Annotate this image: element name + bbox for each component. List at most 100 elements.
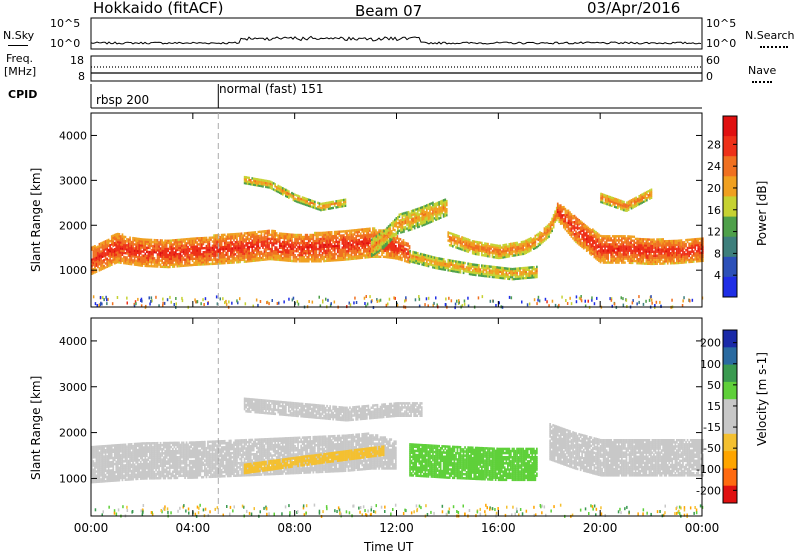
heatmap-cell <box>432 260 434 263</box>
heatmap-cell <box>252 231 255 234</box>
heatmap-cell <box>673 251 675 255</box>
heatmap-cell <box>251 233 254 236</box>
heatmap-cell <box>409 250 411 253</box>
heatmap-cell <box>213 250 215 253</box>
heatmap-cell <box>164 243 166 246</box>
heatmap-cell <box>243 250 246 253</box>
heatmap-cell <box>252 253 255 256</box>
heatmap-cell <box>461 244 463 247</box>
heatmap-cell <box>201 261 203 264</box>
heatmap-cell <box>665 246 667 249</box>
heatmap-cell <box>369 229 371 232</box>
heatmap-cell <box>585 235 588 238</box>
heatmap-cell <box>344 248 347 251</box>
heatmap-cell <box>172 247 174 250</box>
heatmap-cell <box>94 251 96 254</box>
heatmap-cell <box>176 242 179 246</box>
heatmap-cell <box>329 235 331 238</box>
heatmap-cell <box>432 213 434 217</box>
heatmap-cell <box>226 247 229 250</box>
heatmap-cell <box>199 263 202 266</box>
heatmap-cell <box>306 237 309 241</box>
heatmap-cell <box>300 258 302 261</box>
heatmap-cell <box>243 246 246 249</box>
heatmap-cell <box>581 225 583 228</box>
heatmap-cell <box>491 265 494 269</box>
heatmap-cell <box>426 262 428 265</box>
heatmap-cell <box>120 245 122 248</box>
heatmap-cell <box>159 255 162 258</box>
heatmap-cell <box>153 245 156 248</box>
heatmap-cell <box>429 263 431 266</box>
heatmap-cell <box>587 226 590 229</box>
heatmap-cell <box>500 250 503 253</box>
heatmap-cell <box>197 257 200 260</box>
heatmap-cell <box>314 233 316 237</box>
heatmap-cell <box>444 264 447 267</box>
heatmap-cell <box>101 255 104 258</box>
heatmap-cell <box>281 252 284 256</box>
heatmap-cell <box>396 251 399 254</box>
heatmap-cell <box>461 236 463 239</box>
heatmap-cell <box>391 254 394 258</box>
heatmap-cell <box>465 247 468 251</box>
heatmap-cell <box>488 275 491 278</box>
heatmap-cell <box>201 247 203 250</box>
heatmap-cell <box>292 243 295 247</box>
heatmap-cell <box>165 257 168 261</box>
heatmap-cell <box>349 237 351 241</box>
heatmap-cell <box>249 235 252 238</box>
heatmap-cell <box>136 263 139 267</box>
heatmap-cell <box>464 237 466 240</box>
heatmap-cell <box>579 244 582 247</box>
heatmap-cell <box>505 273 508 276</box>
heatmap-cell <box>519 253 521 256</box>
heatmap-cell <box>343 252 345 255</box>
heatmap-cell <box>329 231 331 234</box>
heatmap-cell <box>633 243 635 246</box>
heatmap-cell <box>493 243 495 247</box>
heatmap-cell <box>439 202 442 205</box>
heatmap-cell <box>327 235 330 238</box>
heatmap-cell <box>404 215 407 219</box>
heatmap-cell <box>324 251 327 255</box>
heatmap-cell <box>236 248 238 252</box>
heatmap-cell <box>533 237 535 240</box>
heatmap-cell <box>91 264 93 267</box>
heatmap-cell <box>115 239 118 242</box>
heatmap-cell <box>644 246 646 249</box>
heatmap-cell <box>318 241 321 245</box>
heatmap-cell <box>136 239 139 242</box>
heatmap-cell <box>393 244 396 248</box>
heatmap-cell <box>410 254 413 257</box>
heatmap-cell <box>584 226 587 229</box>
heatmap-cell <box>364 240 367 243</box>
heatmap-cell <box>239 244 241 248</box>
heatmap-cell <box>113 248 116 251</box>
heatmap-cell <box>314 256 316 259</box>
heatmap-cell <box>280 236 283 239</box>
heatmap-cell <box>283 259 286 262</box>
heatmap-cell <box>272 254 275 257</box>
heatmap-cell <box>621 235 623 238</box>
heatmap-cell <box>529 245 532 248</box>
heatmap-cell <box>291 253 293 257</box>
heatmap-cell <box>286 259 289 262</box>
heatmap-cell <box>118 241 121 244</box>
heatmap-cell <box>144 252 147 255</box>
heatmap-cell <box>353 257 356 260</box>
heatmap-cell <box>243 254 246 257</box>
heatmap-cell <box>141 250 144 253</box>
heatmap-cell <box>398 239 400 243</box>
heatmap-cell <box>306 260 309 263</box>
heatmap-cell <box>598 235 600 238</box>
heatmap-cell <box>650 256 652 259</box>
heatmap-cell <box>412 209 414 212</box>
heatmap-cell <box>187 241 189 245</box>
heatmap-cell <box>346 244 348 247</box>
heatmap-cell <box>191 243 194 246</box>
heatmap-cell <box>642 256 645 259</box>
heatmap-cell <box>400 227 402 230</box>
heatmap-cell <box>361 236 364 239</box>
heatmap-cell <box>481 272 483 275</box>
